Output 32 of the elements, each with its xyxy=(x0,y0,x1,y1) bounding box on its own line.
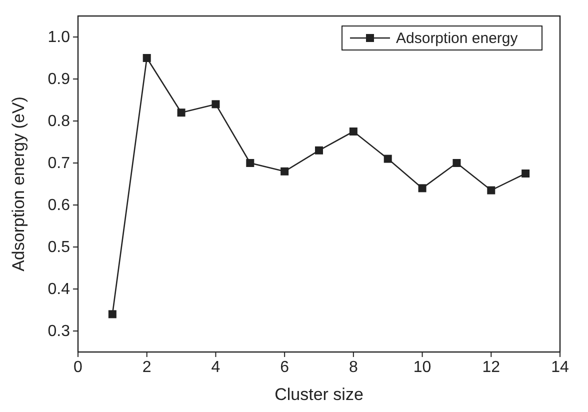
y-tick-label: 0.3 xyxy=(48,323,70,340)
x-tick-label: 4 xyxy=(211,359,220,376)
x-tick-label: 0 xyxy=(74,359,83,376)
legend-label: Adsorption energy xyxy=(396,30,518,47)
point xyxy=(246,159,254,167)
point xyxy=(315,146,323,154)
point xyxy=(177,108,186,117)
y-tick-label: 1.0 xyxy=(48,29,70,46)
point xyxy=(384,154,392,163)
point xyxy=(452,159,461,167)
x-tick-label: 6 xyxy=(280,359,290,376)
x-tick-label: 8 xyxy=(348,359,358,376)
x-tick-label: 10 xyxy=(413,359,432,376)
point xyxy=(142,54,151,62)
y-tick-label: 0.7 xyxy=(48,155,70,172)
y-tick-label: 0.9 xyxy=(48,71,70,88)
point xyxy=(212,100,220,108)
y-tick-label: 0.6 xyxy=(48,197,70,214)
point xyxy=(522,170,530,178)
point xyxy=(108,310,116,318)
point xyxy=(487,186,496,194)
x-tick-label: 14 xyxy=(551,359,569,376)
point xyxy=(349,128,358,136)
point xyxy=(280,167,289,176)
y-tick-label: 0.8 xyxy=(48,113,70,130)
y-tick-label: 0.5 xyxy=(48,239,70,256)
x-axis-title: Cluster size xyxy=(274,385,364,404)
point xyxy=(418,184,426,192)
x-tick-label: 12 xyxy=(482,359,500,376)
y-axis-title: Adsorption energy (eV) xyxy=(9,96,28,272)
x-tick-label: 2 xyxy=(142,359,152,376)
y-tick-label: 0.4 xyxy=(48,281,70,298)
